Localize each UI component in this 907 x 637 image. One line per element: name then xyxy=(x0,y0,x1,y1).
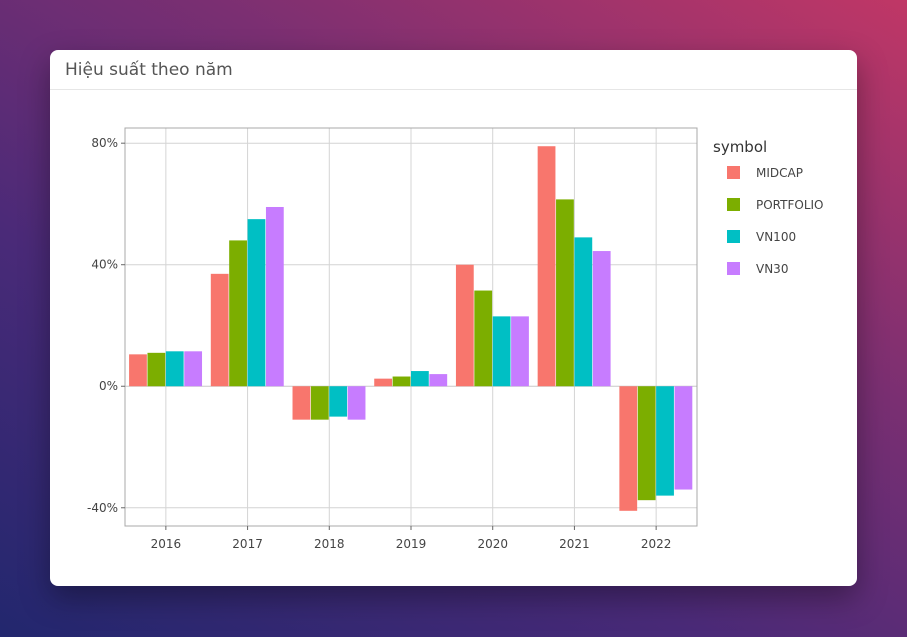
card-header: Hiệu suất theo năm xyxy=(50,50,857,90)
legend-label-midcap[interactable]: MIDCAP xyxy=(756,166,803,180)
bar-portfolio-2017 xyxy=(229,240,247,387)
x-tick-label: 2017 xyxy=(232,537,263,551)
y-tick-label: 40% xyxy=(91,258,118,272)
legend-title: symbol xyxy=(713,138,767,156)
legend-swatch-vn30[interactable] xyxy=(727,262,740,275)
x-tick-label: 2019 xyxy=(396,537,427,551)
bar-portfolio-2018 xyxy=(310,386,329,420)
bar-midcap-2020 xyxy=(455,264,474,387)
bar-vn100-2016 xyxy=(165,351,184,387)
x-tick-label: 2021 xyxy=(559,537,590,551)
bar-vn100-2018 xyxy=(329,386,348,417)
legend-swatch-midcap[interactable] xyxy=(727,166,740,179)
card-title: Hiệu suất theo năm xyxy=(65,59,233,80)
bar-midcap-2021 xyxy=(537,146,556,387)
bar-vn30-2017 xyxy=(265,206,284,387)
bar-vn100-2020 xyxy=(492,316,511,387)
legend-swatch-portfolio[interactable] xyxy=(727,198,740,211)
bar-midcap-2019 xyxy=(374,378,393,387)
y-tick-label: -40% xyxy=(87,501,118,515)
bar-vn30-2019 xyxy=(429,374,448,387)
bar-midcap-2018 xyxy=(292,386,311,420)
legend-swatch-vn100[interactable] xyxy=(727,230,740,243)
bar-portfolio-2022 xyxy=(637,386,656,501)
bar-vn30-2020 xyxy=(511,316,529,387)
bar-vn100-2019 xyxy=(411,371,429,387)
x-tick-label: 2020 xyxy=(477,537,508,551)
bar-vn30-2022 xyxy=(674,386,693,490)
y-tick-label: 0% xyxy=(99,379,118,393)
bar-vn30-2018 xyxy=(347,386,366,420)
x-tick-label: 2018 xyxy=(314,537,345,551)
chart-card: Hiệu suất theo năm -40% 0% 40% 80% 2016 2017 2… xyxy=(50,50,857,586)
legend-label-portfolio[interactable]: PORTFOLIO xyxy=(756,198,824,212)
bar-vn100-2022 xyxy=(656,386,674,496)
annual-performance-chart: -40% 0% 40% 80% 2016 2017 2018 2019 2020 2021 2022… xyxy=(87,127,824,551)
x-tick-label: 2022 xyxy=(641,537,672,551)
bar-portfolio-2016 xyxy=(147,352,166,387)
bar-midcap-2017 xyxy=(210,273,229,387)
legend-label-vn30[interactable]: VN30 xyxy=(756,262,788,276)
bar-vn30-2016 xyxy=(184,351,203,387)
bar-portfolio-2020 xyxy=(474,290,493,387)
bar-portfolio-2021 xyxy=(556,199,574,387)
legend-label-vn100[interactable]: VN100 xyxy=(756,230,796,244)
bar-vn100-2021 xyxy=(574,237,593,387)
bar-vn100-2017 xyxy=(247,219,266,387)
bar-vn30-2021 xyxy=(592,251,611,387)
bar-midcap-2022 xyxy=(619,386,638,511)
x-tick-label: 2016 xyxy=(151,537,182,551)
bar-midcap-2016 xyxy=(129,354,147,387)
y-tick-label: 80% xyxy=(91,136,118,150)
bar-portfolio-2019 xyxy=(392,376,411,387)
